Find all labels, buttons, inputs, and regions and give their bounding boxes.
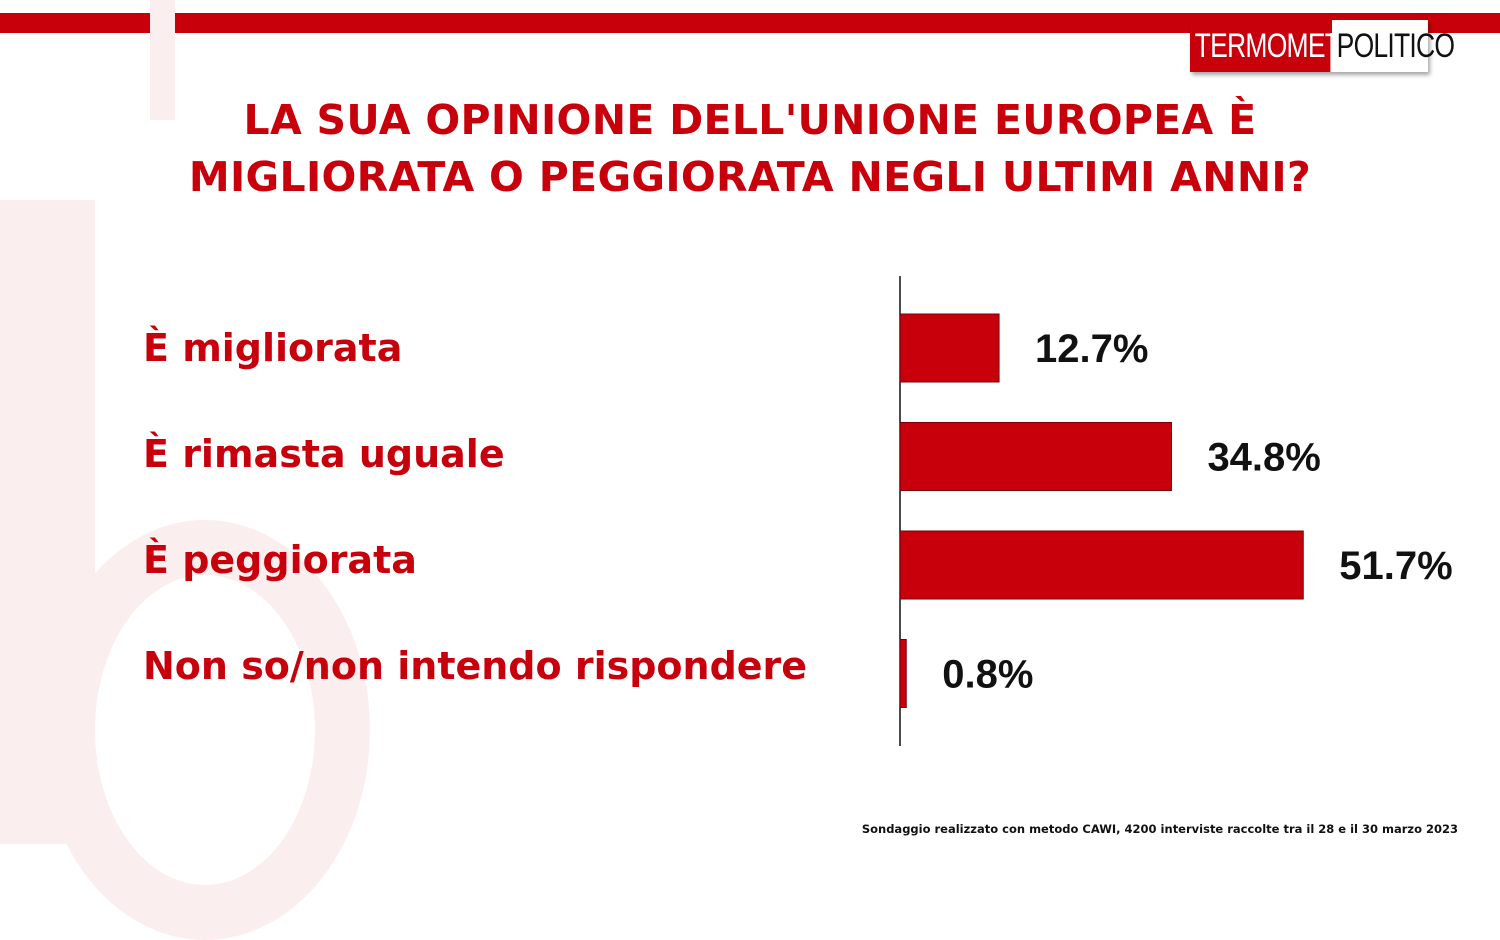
data-label: 12.7% (1035, 327, 1148, 371)
data-label: 51.7% (1339, 544, 1452, 588)
brand-logo-right: POLITICO (1332, 20, 1455, 72)
data-label: 0.8% (942, 653, 1033, 697)
bar (899, 313, 1000, 383)
bar (899, 530, 1304, 600)
category-label: Non so/non intendo rispondere (143, 644, 808, 688)
category-label: È rimasta uguale (143, 432, 505, 476)
top-accent-bar (0, 13, 1500, 33)
chart-title-line1: LA SUA OPINIONE DELL'UNIONE EUROPEA È (243, 96, 1257, 144)
category-label: È peggiorata (143, 538, 417, 582)
bar-chart: 12.7% 34.8% 51.7% 0.8% (899, 276, 1453, 746)
data-label: 34.8% (1207, 436, 1320, 480)
watermark-top (150, 0, 175, 120)
bar (899, 639, 907, 708)
survey-footnote: Sondaggio realizzato con metodo CAWI, 42… (861, 822, 1458, 836)
chart-title: LA SUA OPINIONE DELL'UNIONE EUROPEA È MI… (120, 92, 1380, 206)
category-label: È migliorata (143, 326, 403, 370)
brand-logo: TERMOMETRO POLITICO (1190, 20, 1455, 72)
chart-title-line2: MIGLIORATA O PEGGIORATA NEGLI ULTIMI ANN… (188, 153, 1312, 201)
bar (899, 422, 1172, 491)
